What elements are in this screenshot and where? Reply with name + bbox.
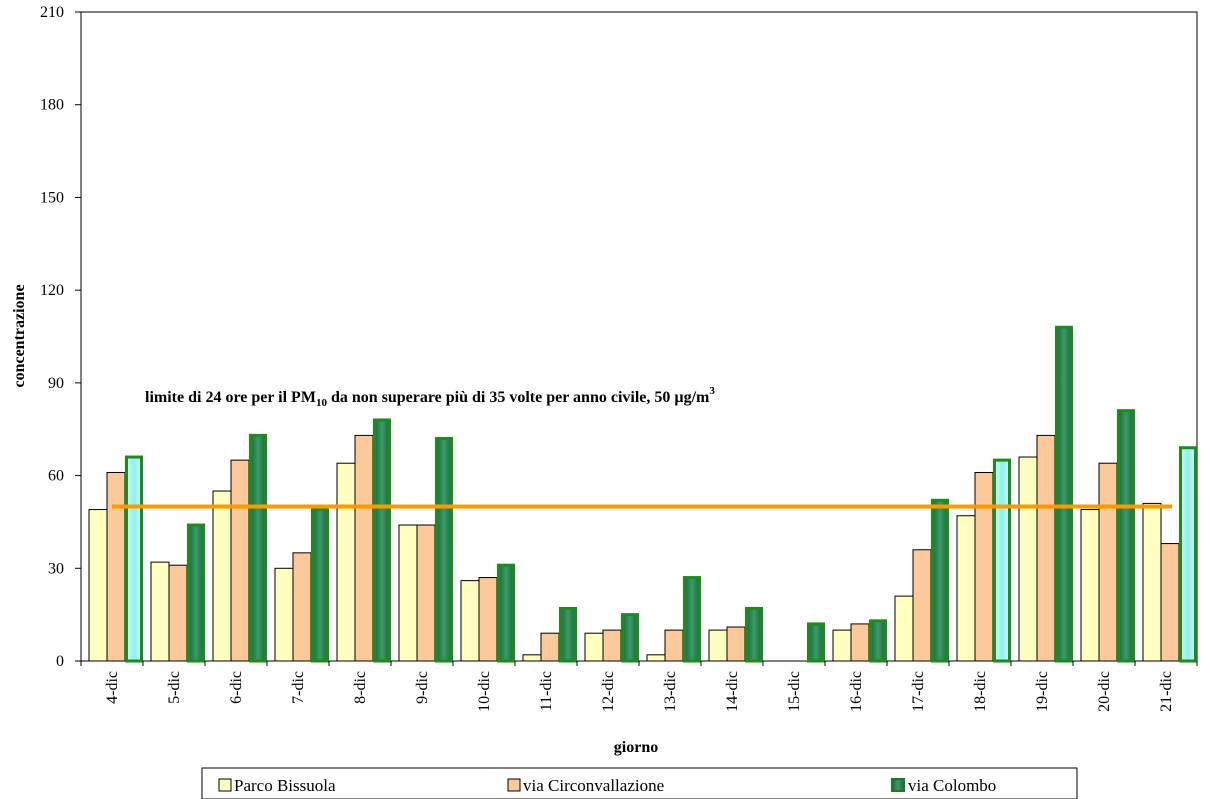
bar-via-circonvallazione-10-dic (478, 577, 498, 662)
bar-via-circonvallazione-6-dic (230, 459, 250, 662)
x-tick-label: 5-dic (166, 671, 183, 704)
bar-via-colombo-15-dic (807, 622, 825, 663)
bar-via-colombo-10-dic (497, 563, 515, 663)
bar-parco-bissuola-8-dic (336, 462, 356, 662)
x-tick-label: 15-dic (786, 671, 803, 712)
bar-parco-bissuola-16-dic (832, 629, 852, 662)
bar-parco-bissuola-20-dic (1080, 509, 1100, 662)
bar-parco-bissuola-14-dic (708, 629, 728, 662)
bar-via-circonvallazione-12-dic (602, 629, 622, 662)
bar-via-colombo-20-dic (1117, 409, 1135, 663)
legend-swatch-via-circonvallazione (507, 778, 521, 792)
bar-via-circonvallazione-21-dic (1160, 543, 1180, 662)
x-tick-label: 21-dic (1158, 671, 1175, 712)
x-tick-label: 16-dic (848, 671, 865, 712)
legend-box (201, 767, 1078, 799)
bar-parco-bissuola-6-dic (212, 490, 232, 662)
limit-annotation: limite di 24 ore per il PM10 da non supe… (145, 385, 715, 409)
x-tick-label: 9-dic (414, 671, 431, 704)
bar-via-circonvallazione-11-dic (540, 632, 560, 662)
x-tick-label: 17-dic (910, 671, 927, 712)
bar-via-circonvallazione-13-dic (664, 629, 684, 662)
bar-via-circonvallazione-17-dic (912, 549, 932, 662)
bar-parco-bissuola-5-dic (150, 561, 170, 662)
legend-label-parco-bissuola: Parco Bissuola (234, 776, 336, 795)
bar-via-colombo-18-dic (993, 458, 1011, 663)
bar-parco-bissuola-18-dic (956, 515, 976, 662)
x-tick-label: 10-dic (476, 671, 493, 712)
bar-via-colombo-6-dic (249, 433, 267, 663)
bar-parco-bissuola-9-dic (398, 524, 418, 662)
bar-via-colombo-13-dic (683, 576, 701, 663)
bar-via-colombo-19-dic (1055, 325, 1073, 663)
y-tick-label: 0 (56, 653, 64, 670)
bar-via-circonvallazione-7-dic (292, 552, 312, 662)
bar-via-circonvallazione-4-dic (106, 471, 126, 662)
bar-parco-bissuola-10-dic (460, 580, 480, 662)
y-tick-label: 180 (40, 97, 64, 114)
x-tick-label: 7-dic (290, 671, 307, 704)
legend-label-via-circonvallazione: via Circonvallazione (523, 776, 664, 795)
bar-via-colombo-11-dic (559, 606, 577, 663)
bar-parco-bissuola-13-dic (646, 654, 666, 662)
bar-via-circonvallazione-16-dic (850, 623, 870, 662)
bar-via-colombo-16-dic (869, 619, 887, 663)
y-tick-label: 210 (40, 4, 64, 21)
x-tick-label: 14-dic (724, 671, 741, 712)
x-axis-title: giorno (614, 739, 658, 756)
legend-swatch-via-colombo (891, 778, 905, 792)
bar-via-circonvallazione-8-dic (354, 434, 374, 662)
bar-parco-bissuola-17-dic (894, 595, 914, 662)
bar-parco-bissuola-21-dic (1142, 502, 1162, 662)
x-axis: 4-dic 5-dic 6-dic 7-dic 8-dic 9-dic 10-dic 11-d… (80, 661, 1198, 712)
legend-swatch-parco-bissuola (218, 778, 232, 792)
bar-via-circonvallazione-9-dic (416, 524, 436, 662)
bar-via-colombo-8-dic (373, 418, 391, 663)
bar-via-colombo-5-dic (187, 523, 205, 663)
bar-parco-bissuola-11-dic (522, 654, 542, 662)
bar-parco-bissuola-4-dic (88, 509, 108, 662)
bar-via-colombo-14-dic (745, 606, 763, 663)
bar-via-circonvallazione-19-dic (1036, 434, 1056, 662)
bar-via-colombo-9-dic (435, 436, 453, 663)
x-tick-label: 18-dic (972, 671, 989, 712)
y-tick-label: 90 (48, 375, 64, 392)
bar-via-circonvallazione-18-dic (974, 471, 994, 662)
y-tick-label: 60 (48, 468, 64, 485)
x-tick-label: 4-dic (104, 671, 121, 704)
bar-via-colombo-17-dic (931, 498, 949, 663)
bar-via-colombo-4-dic (125, 455, 143, 663)
y-tick-label: 120 (40, 282, 64, 299)
x-tick-label: 11-dic (538, 671, 555, 711)
bar-parco-bissuola-19-dic (1018, 456, 1038, 662)
legend: Parco Bissuola via Circonvallazione via … (201, 767, 1078, 799)
x-tick-label: 8-dic (352, 671, 369, 704)
bar-via-colombo-7-dic (311, 508, 329, 663)
bar-via-circonvallazione-14-dic (726, 626, 746, 662)
bar-via-colombo-21-dic (1179, 446, 1197, 663)
bar-via-circonvallazione-5-dic (168, 564, 188, 662)
legend-label-via-colombo: via Colombo (908, 776, 996, 795)
y-axis-title: concentrazione (11, 284, 28, 387)
bar-via-colombo-12-dic (621, 613, 639, 663)
x-tick-label: 12-dic (600, 671, 617, 712)
y-axis: 0 30 60 90 120 150 180 210 (40, 4, 81, 670)
x-tick-label: 19-dic (1034, 671, 1051, 712)
y-tick-label: 150 (40, 189, 64, 206)
x-tick-label: 6-dic (228, 671, 245, 704)
x-tick-label: 13-dic (662, 671, 679, 712)
y-tick-label: 30 (48, 560, 64, 577)
bar-parco-bissuola-12-dic (584, 632, 604, 662)
bar-parco-bissuola-7-dic (274, 567, 294, 662)
bar-via-circonvallazione-20-dic (1098, 462, 1118, 662)
x-tick-label: 20-dic (1096, 671, 1113, 712)
